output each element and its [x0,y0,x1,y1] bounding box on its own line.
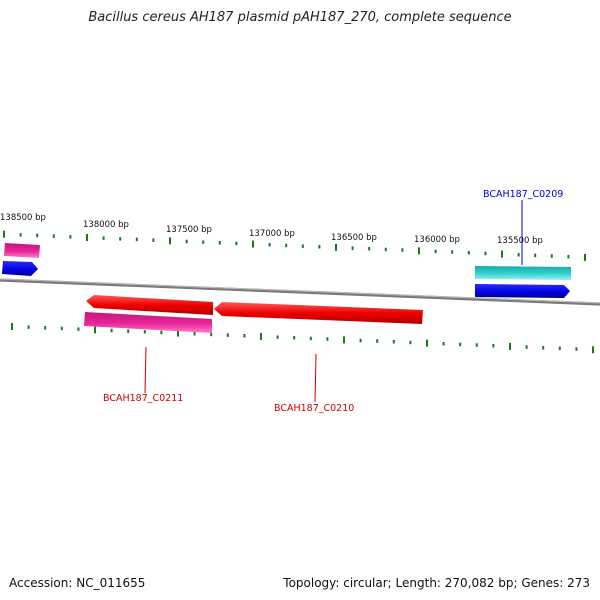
feature-magenta-C0211[interactable] [84,312,212,333]
tick-marks-bottom [11,323,594,354]
gene-label-C0209[interactable]: BCAH187_C0209 [483,189,563,200]
scale-label: 135500 bp [497,236,543,246]
leader-line-C0211 [144,346,147,394]
tick-marks-top [3,230,586,261]
sequence-backbone [0,278,600,306]
feature-red-C0211[interactable] [86,295,213,315]
topology-summary: Topology: circular; Length: 270,082 bp; … [283,576,590,590]
feature-blue-left[interactable] [2,261,38,276]
scale-labels: 138500 bp 138000 bp 137500 bp 137000 bp … [0,213,543,246]
feature-red-C0210[interactable] [214,302,423,324]
feature-blue-right[interactable] [475,284,570,298]
scale-label: 138000 bp [83,220,129,230]
scale-label: 137500 bp [166,225,212,235]
scale-label: 136500 bp [331,233,377,243]
scale-label: 136000 bp [414,235,460,245]
scale-label: 138500 bp [0,213,46,223]
feature-cyan-right[interactable] [475,266,571,280]
feature-magenta-left[interactable] [4,243,40,258]
gene-label-C0211[interactable]: BCAH187_C0211 [103,393,183,404]
sequence-backbone-highlight [0,278,600,304]
accession-label: Accession: NC_011655 [9,576,146,590]
map-title: Bacillus cereus AH187 plasmid pAH187_270… [88,10,512,25]
scale-label: 137000 bp [249,229,295,239]
leader-line-C0210 [314,353,317,403]
gene-label-C0210[interactable]: BCAH187_C0210 [274,403,354,414]
